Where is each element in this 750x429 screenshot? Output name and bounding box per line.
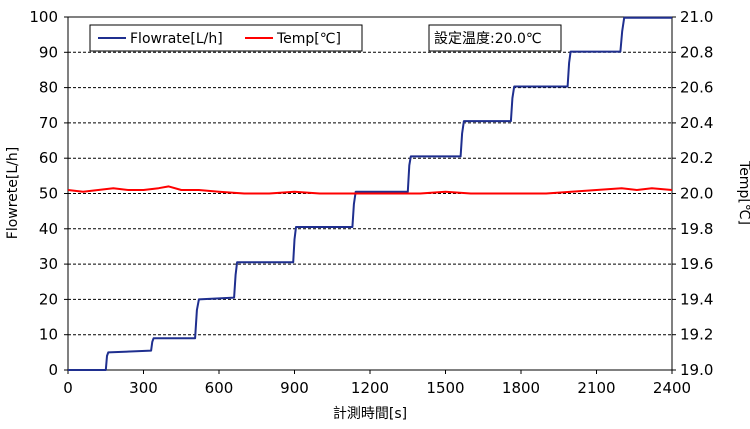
x-tick-label: 300: [129, 379, 158, 397]
y-tick-label-left: 100: [29, 8, 58, 26]
x-tick-label: 2400: [653, 379, 691, 397]
legend-box: [89, 24, 363, 52]
y-tick-label-right: 19.0: [680, 361, 713, 379]
x-tick-label: 600: [205, 379, 234, 397]
series-line-flowrate: [68, 16, 672, 371]
x-axis-ticks: 0 300 600 900 1200 1500 1800 2100 2400: [63, 370, 691, 397]
annotation-box: [428, 24, 562, 52]
legend-label-temp: Temp[℃]: [276, 31, 341, 47]
y-tick-label-left: 80: [39, 79, 58, 97]
x-tick-label: 1500: [426, 379, 464, 397]
y-tick-label-left: 40: [39, 220, 58, 238]
y-tick-label-right: 19.8: [680, 220, 713, 238]
y-tick-label-right: 20.0: [680, 185, 713, 203]
y-tick-label-left: 50: [39, 185, 58, 203]
series-line-temp: [67, 185, 673, 195]
y-tick-label-right: 20.2: [680, 149, 713, 167]
legend: Flowrate[L/h] Temp[℃]: [89, 24, 363, 52]
y-tick-label-left: 0: [48, 361, 58, 379]
y-axis-right-ticks: 19.0 19.2 19.4 19.6 19.8 20.0 20.2 20.4 20.6 20.8…: [672, 8, 713, 379]
y-tick-label-right: 19.4: [680, 290, 713, 308]
y-tick-label-left: 30: [39, 255, 58, 273]
y-tick-label-right: 19.2: [680, 326, 713, 344]
y-tick-label-left: 70: [39, 114, 58, 132]
legend-label-flowrate: Flowrate[L/h]: [130, 31, 223, 47]
y-axis-left-ticks: 0 10 20 30 40 50 60 70 80 90 100: [29, 8, 68, 379]
y-tick-label-left: 90: [39, 43, 58, 61]
annotation: 設定温度:20.0℃: [428, 24, 562, 52]
y-tick-label-right: 20.4: [680, 114, 713, 132]
y-tick-label-left: 20: [39, 290, 58, 308]
y-tick-label-right: 19.6: [680, 255, 713, 273]
y-tick-label-left: 10: [39, 326, 58, 344]
x-tick-label: 1800: [502, 379, 540, 397]
y-tick-label-right: 21.0: [680, 8, 713, 26]
x-tick-label: 900: [280, 379, 309, 397]
annotation-text: 設定温度:20.0℃: [434, 31, 542, 47]
series-group: [67, 16, 673, 371]
x-tick-label: 0: [63, 379, 73, 397]
y-axis-left-title: Flowrete[L/h]: [5, 147, 21, 239]
y-tick-label-right: 20.8: [680, 43, 713, 61]
y-axis-right-title: Temp[℃]: [736, 160, 750, 225]
x-axis-title: 計測時間[s]: [333, 406, 407, 422]
x-tick-label: 1200: [351, 379, 389, 397]
y-tick-label-left: 60: [39, 149, 58, 167]
y-tick-label-right: 20.6: [680, 79, 713, 97]
x-tick-label: 2100: [577, 379, 615, 397]
